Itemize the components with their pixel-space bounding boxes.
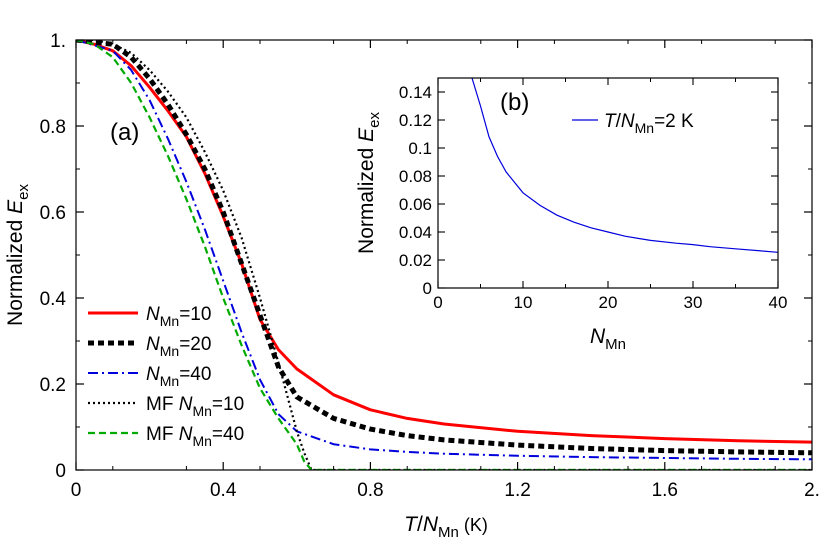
inset-y-tick-label: 0 <box>423 279 432 298</box>
inset-y-tick-label: 0.08 <box>399 167 432 186</box>
inset-x-tick-label: 20 <box>599 293 618 312</box>
y-tick-label: 1. <box>50 31 66 52</box>
x-tick-label: 2. <box>804 480 820 501</box>
inset-series-group <box>471 78 778 253</box>
x-tick-label: 1.2 <box>504 480 530 501</box>
main-x-axis-title: T/NMn (K) <box>404 513 488 541</box>
main-chart: 0 0.4 0.8 1.2 1.6 2. 0 0.2 0.4 0.6 0.8 1. T/NMn (K)… <box>4 31 820 541</box>
inset-chart: 0 10 20 30 40 0 0.02 0.04 0.06 0.08 0.1 0.12 0.14 NM… <box>355 77 788 353</box>
inset-x-tick-label: 40 <box>769 293 788 312</box>
y-tick-label: 0.2 <box>40 375 66 396</box>
panel-label-b: (b) <box>500 89 529 116</box>
inset-y-tick-label: 0.1 <box>408 139 432 158</box>
inset-ticks: 0 10 20 30 40 0 0.02 0.04 0.06 0.08 0.1 0.12 0.14 <box>399 78 788 312</box>
legend-label-mf-nmn-40: MF NMn=40 <box>146 424 244 449</box>
inset-x-axis-title: NMn <box>590 325 626 353</box>
inset-series-line <box>471 78 778 253</box>
legend-label-nmn-40: NMn=40 <box>146 364 211 389</box>
inset-x-tick-label: 0 <box>433 293 442 312</box>
inset-legend-label: T/NMn=2 K <box>604 111 694 136</box>
x-tick-label: 0.8 <box>357 480 383 501</box>
inset-y-tick-label: 0.12 <box>399 111 432 130</box>
inset-y-tick-label: 0.02 <box>399 251 432 270</box>
main-legend: NMn=10 NMn=20 NMn=40 MF NMn=10 MF NMn=40 <box>88 304 244 449</box>
y-tick-label: 0.6 <box>40 203 66 224</box>
inset-y-tick-label: 0.06 <box>399 195 432 214</box>
y-tick-label: 0.8 <box>40 117 66 138</box>
inset-y-axis-title: Normalized Eex <box>355 112 383 254</box>
panel-label-a: (a) <box>110 119 139 146</box>
inset-y-tick-label: 0.04 <box>399 223 432 242</box>
main-series-group <box>76 40 812 470</box>
legend-label-mf-nmn-10: MF NMn=10 <box>146 394 244 419</box>
series-line-mf-nmn-40 <box>76 40 812 470</box>
legend-label-nmn-10: NMn=10 <box>146 304 211 329</box>
inset-x-tick-label: 30 <box>684 293 703 312</box>
series-line-mf-nmn-10 <box>76 40 812 470</box>
x-tick-label: 0 <box>71 480 82 501</box>
inset-legend: T/NMn=2 K <box>572 111 694 136</box>
inset-x-tick-label: 10 <box>514 293 533 312</box>
x-tick-label: 0.4 <box>210 480 237 501</box>
series-line-nmn-20 <box>76 40 812 456</box>
series-line-nmn-40 <box>76 40 812 461</box>
inset-y-tick-label: 0.14 <box>399 83 432 102</box>
main-y-axis-title: Normalized Eex <box>4 184 32 326</box>
legend-label-nmn-20: NMn=20 <box>146 334 211 359</box>
x-tick-label: 1.6 <box>652 480 678 501</box>
main-ticks: 0 0.4 0.8 1.2 1.6 2. 0 0.2 0.4 0.6 0.8 1. <box>40 31 820 501</box>
inset-background <box>438 78 778 288</box>
y-tick-label: 0.4 <box>40 289 67 310</box>
y-tick-label: 0 <box>55 461 66 482</box>
